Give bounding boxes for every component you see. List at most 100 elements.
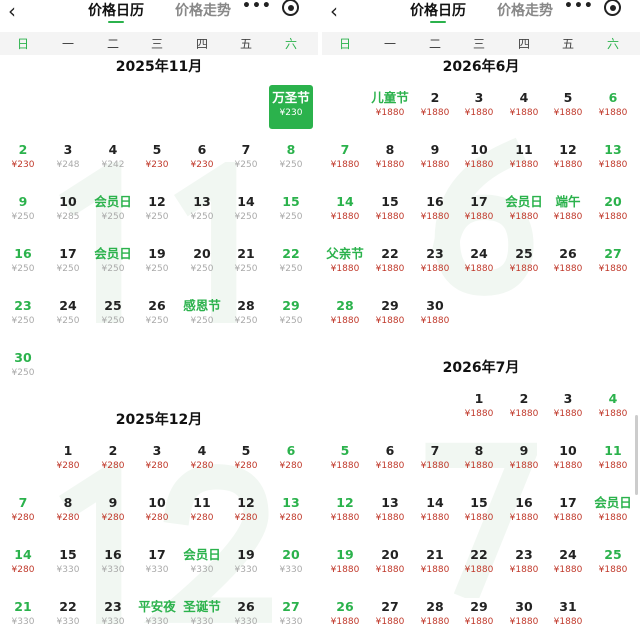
calendar-day[interactable]: 20 ¥1880 [591, 189, 635, 233]
calendar-day[interactable]: 28 ¥250 [224, 293, 268, 337]
calendar-day[interactable]: 16 ¥1880 [502, 490, 546, 534]
calendar-day[interactable]: 9 ¥1880 [413, 137, 457, 181]
calendar-day[interactable]: 4 ¥1880 [502, 85, 546, 129]
calendar-day[interactable]: 22 ¥330 [46, 594, 90, 638]
calendar-day[interactable]: 17 ¥1880 [546, 490, 590, 534]
calendar-day[interactable]: 12 ¥1880 [546, 137, 590, 181]
calendar-day[interactable]: 23 ¥250 [1, 293, 45, 337]
calendar-day[interactable]: 3 ¥1880 [546, 386, 590, 430]
calendar-day[interactable]: 儿童节 ¥1880 [368, 85, 412, 129]
calendar-day[interactable]: 3 ¥1880 [457, 85, 501, 129]
calendar-day[interactable]: 4 ¥1880 [591, 386, 635, 430]
calendar-day[interactable]: 25 ¥1880 [591, 542, 635, 586]
calendar-day[interactable]: 27 ¥330 [269, 594, 313, 638]
calendar-day[interactable]: 15 ¥1880 [368, 189, 412, 233]
back-chevron-icon[interactable]: ‹ [8, 0, 16, 23]
calendar-day[interactable]: 21 ¥330 [1, 594, 45, 638]
calendar-day[interactable]: 13 ¥250 [180, 189, 224, 233]
calendar-day[interactable]: 5 ¥280 [224, 438, 268, 482]
calendar-day[interactable]: 14 ¥1880 [413, 490, 457, 534]
calendar-day[interactable]: 8 ¥250 [269, 137, 313, 181]
calendar-day[interactable]: 5 ¥1880 [546, 85, 590, 129]
calendar-day[interactable]: 会员日 ¥250 [91, 241, 135, 285]
calendar-day[interactable]: 2 ¥230 [1, 137, 45, 181]
calendar-day[interactable]: 24 ¥1880 [546, 542, 590, 586]
calendar-day[interactable]: 26 ¥1880 [323, 594, 367, 638]
calendar-day[interactable]: 12 ¥280 [224, 490, 268, 534]
record-target-icon[interactable] [604, 0, 621, 16]
calendar-day[interactable]: 30 ¥250 [1, 345, 45, 389]
calendar-day[interactable]: 4 ¥242 [91, 137, 135, 181]
calendar-day[interactable]: 平安夜 ¥330 [135, 594, 179, 638]
calendar-day[interactable]: 4 ¥280 [180, 438, 224, 482]
calendar-day[interactable]: 11 ¥1880 [502, 137, 546, 181]
calendar-day[interactable]: 12 ¥250 [135, 189, 179, 233]
calendar-day[interactable]: 13 ¥1880 [591, 137, 635, 181]
calendar-day[interactable]: 26 ¥250 [135, 293, 179, 337]
calendar-day[interactable]: 5 ¥230 [135, 137, 179, 181]
calendar-day[interactable]: 20 ¥250 [180, 241, 224, 285]
record-target-icon[interactable] [282, 0, 299, 16]
calendar-day[interactable]: 31 ¥1880 [546, 594, 590, 638]
calendar-day[interactable]: 8 ¥1880 [368, 137, 412, 181]
back-chevron-icon[interactable]: ‹ [330, 0, 338, 23]
tab-price-calendar[interactable]: 价格日历 [88, 0, 144, 20]
calendar-day[interactable]: 3 ¥248 [46, 137, 90, 181]
calendar-day[interactable]: 23 ¥330 [91, 594, 135, 638]
calendar-day[interactable]: 14 ¥1880 [323, 189, 367, 233]
calendar-day[interactable]: 6 ¥280 [269, 438, 313, 482]
calendar-day[interactable]: 17 ¥330 [135, 542, 179, 586]
calendar-day[interactable]: 7 ¥250 [224, 137, 268, 181]
calendar-day[interactable]: 24 ¥1880 [457, 241, 501, 285]
calendar-day[interactable]: 25 ¥1880 [502, 241, 546, 285]
calendar-day[interactable]: 9 ¥250 [1, 189, 45, 233]
calendar-day[interactable]: 9 ¥1880 [502, 438, 546, 482]
calendar-day[interactable]: 27 ¥1880 [368, 594, 412, 638]
calendar-day[interactable]: 30 ¥1880 [413, 293, 457, 337]
calendar-day[interactable]: 7 ¥1880 [323, 137, 367, 181]
more-menu-icon[interactable]: ••• [564, 0, 594, 14]
calendar-day[interactable]: 20 ¥1880 [368, 542, 412, 586]
calendar-day[interactable]: 感恩节 ¥250 [180, 293, 224, 337]
calendar-day[interactable]: 10 ¥1880 [457, 137, 501, 181]
calendar-day[interactable]: 29 ¥1880 [368, 293, 412, 337]
calendar-day[interactable]: 11 ¥280 [180, 490, 224, 534]
calendar-day[interactable]: 会员日 ¥1880 [502, 189, 546, 233]
calendar-day[interactable]: 15 ¥1880 [457, 490, 501, 534]
calendar-day[interactable]: 16 ¥330 [91, 542, 135, 586]
calendar-day[interactable]: 14 ¥280 [1, 542, 45, 586]
calendar-day[interactable]: 20 ¥330 [269, 542, 313, 586]
calendar-day[interactable]: 22 ¥1880 [457, 542, 501, 586]
calendar-day[interactable]: 28 ¥1880 [413, 594, 457, 638]
calendar-day[interactable]: 24 ¥250 [46, 293, 90, 337]
tab-price-trend[interactable]: 价格走势 [175, 3, 231, 19]
calendar-day[interactable]: 会员日 ¥250 [91, 189, 135, 233]
calendar-day[interactable]: 2 ¥280 [91, 438, 135, 482]
scrollbar[interactable] [635, 415, 638, 495]
calendar-day[interactable]: 2 ¥1880 [502, 386, 546, 430]
calendar-day[interactable]: 21 ¥250 [224, 241, 268, 285]
calendar-day[interactable]: 15 ¥250 [269, 189, 313, 233]
calendar-day[interactable]: 19 ¥330 [224, 542, 268, 586]
calendar-day[interactable]: 10 ¥285 [46, 189, 90, 233]
calendar-day[interactable]: 2 ¥1880 [413, 85, 457, 129]
calendar-day[interactable]: 26 ¥1880 [546, 241, 590, 285]
calendar-day[interactable]: 29 ¥1880 [457, 594, 501, 638]
calendar-day[interactable]: 7 ¥1880 [413, 438, 457, 482]
calendar-day[interactable]: 13 ¥1880 [368, 490, 412, 534]
calendar-day[interactable]: 13 ¥280 [269, 490, 313, 534]
calendar-day[interactable]: 16 ¥1880 [413, 189, 457, 233]
calendar-day[interactable]: 14 ¥250 [224, 189, 268, 233]
calendar-day[interactable]: 17 ¥1880 [457, 189, 501, 233]
calendar-day[interactable]: 29 ¥250 [269, 293, 313, 337]
more-menu-icon[interactable]: ••• [242, 0, 272, 14]
calendar-day[interactable]: 10 ¥280 [135, 490, 179, 534]
tab-price-calendar[interactable]: 价格日历 [410, 0, 466, 20]
calendar-day[interactable]: 22 ¥250 [269, 241, 313, 285]
calendar-day[interactable]: 30 ¥1880 [502, 594, 546, 638]
calendar-day[interactable]: 21 ¥1880 [413, 542, 457, 586]
calendar-day[interactable]: 圣诞节 ¥330 [180, 594, 224, 638]
calendar-day[interactable]: 23 ¥1880 [502, 542, 546, 586]
calendar-day[interactable]: 10 ¥1880 [546, 438, 590, 482]
calendar-day[interactable]: 23 ¥1880 [413, 241, 457, 285]
